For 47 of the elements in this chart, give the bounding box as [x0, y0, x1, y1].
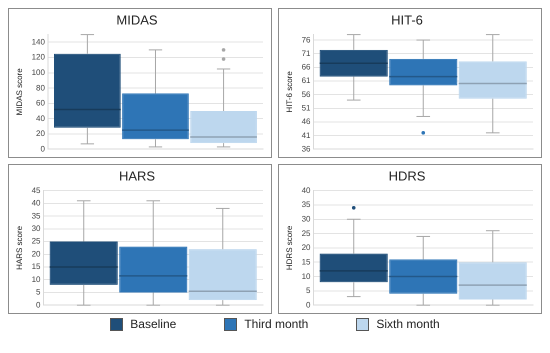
legend-label: Third month: [244, 317, 308, 331]
y-tick-label: 40: [302, 186, 312, 195]
y-tick-label: 35: [302, 200, 312, 210]
y-axis-title: MIDAS score: [15, 68, 24, 116]
y-tick-label: 20: [302, 243, 312, 252]
chart-title: HARS: [118, 168, 156, 184]
y-axis-title: HIT-6 score: [285, 70, 294, 113]
y-tick-label: 46: [302, 117, 312, 126]
y-tick-label: 45: [32, 186, 42, 195]
y-tick-label: 61: [302, 76, 312, 86]
chart-title: MIDAS: [116, 12, 158, 28]
y-tick-label: 5: [36, 288, 42, 297]
y-tick-label: 80: [36, 83, 46, 92]
y-tick-label: 30: [302, 214, 312, 224]
legend-label: Sixth month: [376, 317, 440, 331]
y-tick-label: 71: [302, 48, 312, 58]
y-tick-label: 30: [32, 224, 42, 234]
y-tick-label: 10: [302, 272, 312, 281]
legend-label: Baseline: [130, 317, 176, 331]
y-tick-label: 0: [40, 144, 46, 154]
y-tick-label: 25: [32, 236, 42, 246]
y-tick-label: 35: [32, 211, 42, 220]
y-tick-label: 20: [36, 129, 46, 138]
y-axis-title: HARS score: [15, 225, 24, 270]
y-axis-title: HDRS score: [285, 225, 294, 270]
y-tick-label: 0: [36, 300, 42, 310]
y-tick-label: 51: [302, 103, 312, 112]
y-tick-label: 140: [32, 37, 46, 46]
chart-title: HIT-6: [391, 12, 423, 28]
y-tick-label: 15: [32, 262, 42, 272]
y-tick-label: 5: [306, 286, 312, 296]
y-tick-label: 10: [32, 274, 42, 284]
chart-title: HDRS: [388, 168, 426, 184]
y-tick-label: 36: [302, 144, 312, 154]
y-tick-label: 60: [36, 98, 46, 108]
y-tick-label: 40: [32, 198, 42, 208]
y-tick-label: 15: [302, 257, 312, 266]
y-tick-label: 56: [302, 90, 312, 99]
y-tick-label: 40: [36, 114, 46, 123]
y-tick-label: 76: [302, 35, 312, 44]
y-tick-label: 100: [32, 68, 46, 78]
y-tick-label: 41: [302, 130, 312, 140]
y-tick-label: 120: [32, 52, 46, 62]
y-tick-label: 0: [306, 300, 312, 310]
y-tick-label: 25: [302, 228, 312, 238]
y-tick-label: 66: [302, 62, 312, 72]
y-tick-label: 20: [32, 249, 42, 258]
